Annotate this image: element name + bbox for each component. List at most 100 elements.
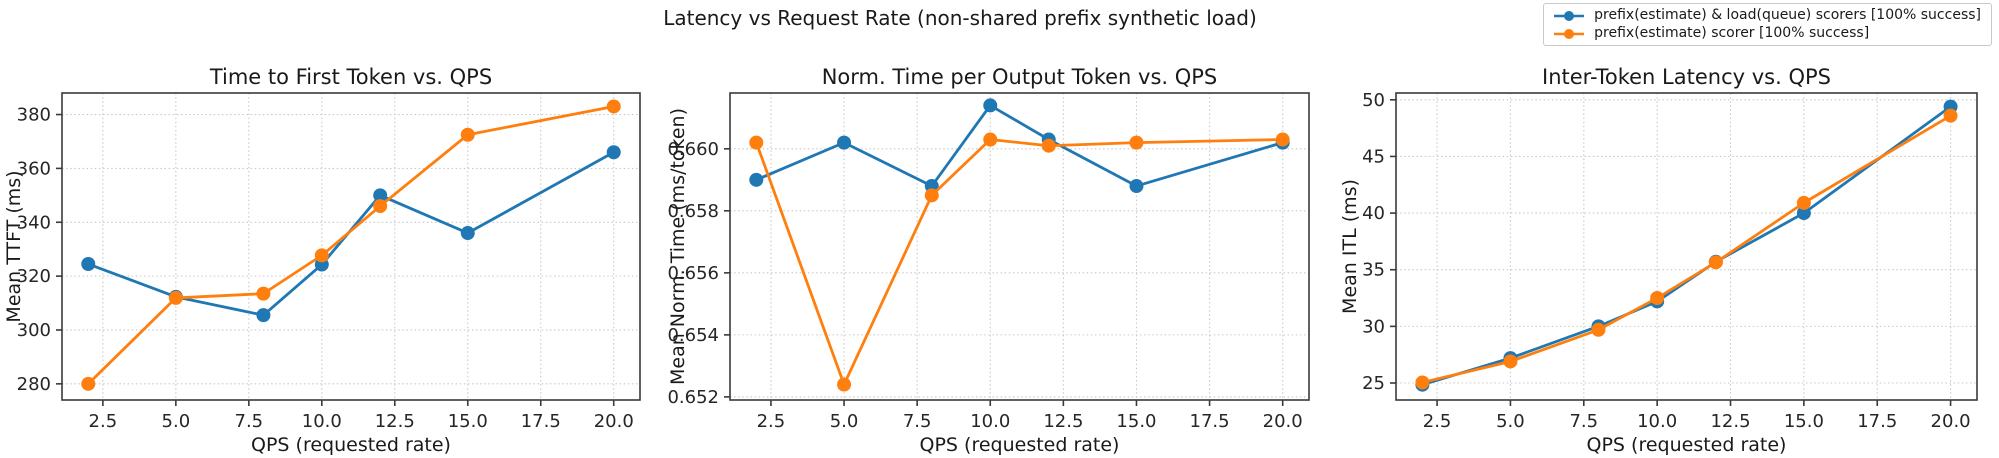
legend: prefix(estimate) & load(queue) scorers […: [1543, 3, 1992, 46]
data-point: [1503, 354, 1518, 369]
data-point: [81, 376, 96, 391]
series-0: [81, 145, 621, 323]
data-point: [460, 226, 475, 241]
data-point: [1591, 322, 1606, 337]
chart-svg: 2.5 5.0 7.5 10.0 12.5 15.0 17.5 20.0 280 300 320 34…: [3, 65, 641, 456]
x-tick-label: 2.5: [89, 411, 118, 432]
data-point: [314, 248, 329, 263]
x-tick-label: 20.0: [1931, 411, 1971, 432]
y-tick-label: 25: [1362, 373, 1385, 394]
plot-border: [61, 92, 641, 401]
legend-label: prefix(estimate) scorer [100% success]: [1594, 25, 1870, 41]
tick-labels: 2.5 5.0 7.5 10.0 12.5 15.0 17.5 20.0 0.652 0.654 0…: [667, 139, 1303, 432]
data-point: [749, 135, 764, 150]
data-point: [373, 188, 388, 203]
data-point: [1129, 135, 1144, 150]
subplot-title: Time to First Token vs. QPS: [209, 65, 492, 89]
subplot-title: Norm. Time per Output Token vs. QPS: [822, 65, 1218, 89]
x-tick-label: 15.0: [1784, 411, 1824, 432]
data-point: [1041, 138, 1056, 153]
x-axis-label: QPS (requested rate): [920, 434, 1120, 456]
data-point: [983, 132, 998, 147]
y-tick-label: 380: [17, 105, 51, 126]
plot-border: [729, 92, 1310, 401]
gridlines: [730, 93, 1309, 400]
data-point: [606, 99, 621, 114]
data-point: [1650, 291, 1665, 306]
x-tick-label: 2.5: [1423, 411, 1452, 432]
data-point: [606, 145, 621, 160]
legend-line-marker-icon: [1554, 28, 1585, 39]
x-tick-label: 17.5: [1857, 411, 1897, 432]
y-axis-label: Mean TTFT (ms): [3, 170, 25, 322]
x-tick-label: 15.0: [1116, 411, 1156, 432]
y-tick-label: 360: [17, 158, 51, 179]
x-tick-label: 5.0: [162, 411, 191, 432]
x-tick-label: 20.0: [594, 411, 634, 432]
data-point: [460, 127, 475, 142]
data-point: [81, 257, 96, 272]
x-axis-label: QPS (requested rate): [1587, 434, 1787, 456]
x-tick-label: 12.5: [1710, 411, 1750, 432]
data-point: [1275, 132, 1290, 147]
x-tick-label: 5.0: [830, 411, 859, 432]
tick-marks: [1390, 98, 1952, 406]
data-point: [1796, 195, 1811, 210]
x-tick-label: 10.0: [970, 411, 1010, 432]
data-point: [837, 135, 852, 150]
y-tick-label: 0.660: [668, 139, 719, 160]
y-tick-label: 45: [1362, 146, 1385, 167]
data-point: [1129, 179, 1144, 194]
y-tick-label: 30: [1362, 316, 1385, 337]
y-tick-label: 0.658: [668, 201, 719, 222]
y-tick-label: 0.654: [668, 325, 719, 346]
data-point: [749, 172, 764, 187]
legend-line-marker-icon: [1554, 10, 1585, 21]
tick-marks: [56, 113, 615, 406]
y-tick-label: 320: [17, 266, 51, 287]
gridlines: [62, 93, 640, 400]
figure-title: Latency vs Request Rate (non-shared pref…: [663, 6, 1257, 30]
data-point: [1415, 375, 1430, 390]
x-tick-label: 15.0: [448, 411, 488, 432]
legend-entry: prefix(estimate) & load(queue) scorers […: [1552, 8, 1981, 23]
x-tick-label: 7.5: [1569, 411, 1598, 432]
series-1: [1415, 108, 1958, 390]
y-axis-label: Mean Norm. Time (ms/token): [668, 108, 689, 385]
chart-inter-token-latency: 2.5 5.0 7.5 10.0 12.5 15.0 17.5 20.0 25 30 35 40 45 5…: [1336, 0, 1999, 458]
series-1: [749, 132, 1290, 392]
y-tick-label: 0.652: [668, 387, 719, 408]
y-tick-label: 35: [1362, 260, 1385, 281]
data-point: [256, 286, 271, 301]
data-point: [983, 98, 998, 113]
subplot-title: Inter-Token Latency vs. QPS: [1542, 65, 1831, 89]
series-0: [749, 98, 1290, 194]
y-tick-label: 0.656: [668, 263, 719, 284]
data-point: [924, 188, 939, 203]
x-tick-label: 2.5: [757, 411, 786, 432]
x-tick-label: 12.5: [1043, 411, 1083, 432]
x-tick-label: 5.0: [1496, 411, 1525, 432]
legend-label: prefix(estimate) & load(queue) scorers […: [1594, 7, 1981, 23]
x-tick-label: 7.5: [235, 411, 264, 432]
x-axis-label: QPS (requested rate): [251, 434, 451, 456]
tick-marks: [724, 148, 1284, 406]
data-point: [1708, 255, 1723, 270]
x-tick-label: 17.5: [521, 411, 561, 432]
y-tick-label: 340: [17, 212, 51, 233]
x-tick-label: 20.0: [1263, 411, 1303, 432]
chart-svg: 2.5 5.0 7.5 10.0 12.5 15.0 17.5 20.0 0.652 0.654 0…: [667, 65, 1310, 456]
tick-labels: 2.5 5.0 7.5 10.0 12.5 15.0 17.5 20.0 280 300 320 34…: [17, 105, 634, 432]
series-1: [81, 99, 621, 391]
y-axis-label: Mean ITL (ms): [1339, 179, 1361, 314]
data-point: [1796, 206, 1811, 221]
x-tick-label: 10.0: [302, 411, 342, 432]
y-tick-label: 280: [17, 374, 51, 395]
y-tick-label: 300: [17, 320, 51, 341]
chart-time-to-first-token: 2.5 5.0 7.5 10.0 12.5 15.0 17.5 20.0 280 300 320 34…: [0, 0, 668, 458]
chart-svg: 2.5 5.0 7.5 10.0 12.5 15.0 17.5 20.0 25 30 35 40 45 5…: [1339, 65, 1978, 456]
data-point: [168, 290, 183, 305]
data-point: [837, 377, 852, 392]
chart-norm-time-per-output-token: 2.5 5.0 7.5 10.0 12.5 15.0 17.5 20.0 0.652 0.654 0…: [667, 0, 1336, 458]
